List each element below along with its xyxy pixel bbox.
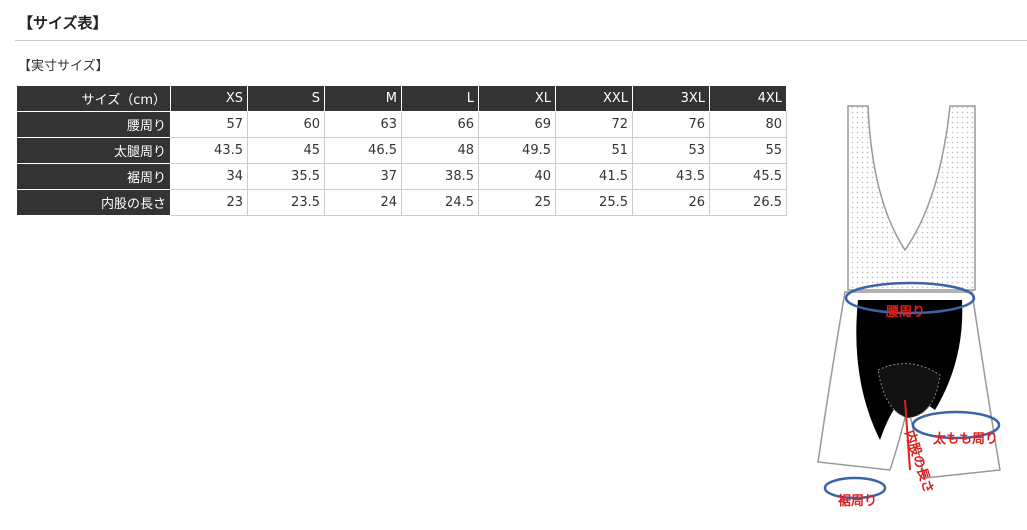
data-cell: 25.5 [555, 189, 633, 216]
header-cell: XXL [555, 85, 633, 112]
data-cell: 35.5 [247, 163, 325, 190]
data-cell: 26 [632, 189, 710, 216]
data-cell: 46.5 [324, 137, 402, 164]
header-cell: S [247, 85, 325, 112]
size-table: サイズ（cm） XS S M L XL XXL 3XL 4XL 腰周り 57 60 63 66 69 72 76… [16, 85, 787, 216]
waist-label: 腰周り [885, 305, 925, 320]
thigh-label: 太もも周り [932, 431, 998, 447]
header-cell: 3XL [632, 85, 710, 112]
row-label: 太腿周り [16, 137, 171, 164]
data-cell: 26.5 [709, 189, 787, 216]
data-cell: 63 [324, 111, 402, 138]
header-cell: 4XL [709, 85, 787, 112]
title: 【サイズ表】 [18, 14, 108, 32]
waist-ring [844, 281, 976, 315]
data-cell: 45.5 [709, 163, 787, 190]
header-cell: XL [478, 85, 556, 112]
chamois [877, 363, 941, 419]
header-cell: サイズ（cm） [16, 85, 171, 112]
row-label: 内股の長さ [16, 189, 171, 216]
table-row: サイズ（cm） XS S M L XL XXL 3XL 4XL [16, 85, 787, 112]
row-label: 腰周り [16, 111, 171, 138]
data-cell: 72 [555, 111, 633, 138]
data-cell: 24.5 [401, 189, 479, 216]
data-cell: 24 [324, 189, 402, 216]
header-cell: M [324, 85, 402, 112]
data-cell: 49.5 [478, 137, 556, 164]
hem-label: 裾周り [838, 493, 877, 509]
data-cell: 23.5 [247, 189, 325, 216]
thigh-ring [911, 410, 1001, 440]
hem-ring [823, 476, 887, 500]
mesh-upper [847, 105, 976, 291]
data-cell: 37 [324, 163, 402, 190]
subtitle: 【実寸サイズ】 [18, 59, 109, 74]
table-row: 裾周り 34 35.5 37 38.5 40 41.5 43.5 45.5 [16, 163, 787, 190]
data-cell: 25 [478, 189, 556, 216]
data-cell: 53 [632, 137, 710, 164]
row-label: 裾周り [16, 163, 171, 190]
data-cell: 38.5 [401, 163, 479, 190]
data-cell: 45 [247, 137, 325, 164]
table-row: 内股の長さ 23 23.5 24 24.5 25 25.5 26 26.5 [16, 189, 787, 216]
divider [15, 40, 1027, 41]
inseam-line [904, 399, 911, 471]
table-row: 腰周り 57 60 63 66 69 72 76 80 [16, 111, 787, 138]
data-cell: 69 [478, 111, 556, 138]
data-cell: 23 [170, 189, 248, 216]
